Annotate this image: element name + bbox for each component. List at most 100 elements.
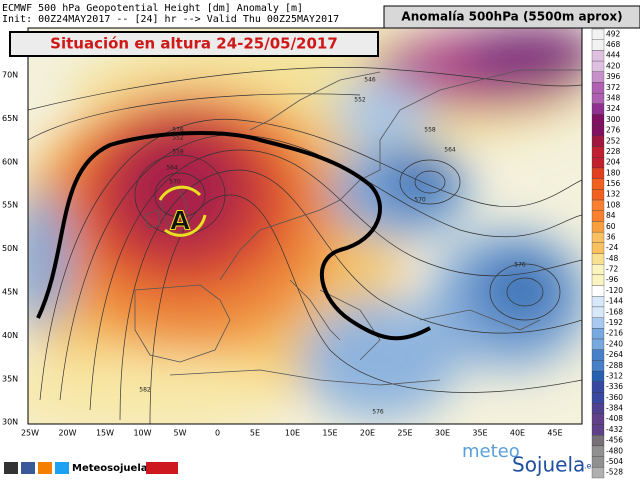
lat-label: 50N xyxy=(2,244,18,253)
colorbar-cell xyxy=(591,125,605,137)
colorbar-cell xyxy=(591,178,605,190)
colorbar-cell xyxy=(591,264,605,276)
colorbar-label: -384 xyxy=(606,404,623,413)
colorbar-cell xyxy=(591,28,605,40)
colorbar-label: -48 xyxy=(606,254,618,263)
colorbar-label: 420 xyxy=(606,61,621,70)
icon xyxy=(4,462,18,474)
lon-label: 10W xyxy=(133,429,151,438)
lat-label: 40N xyxy=(2,331,18,340)
colorbar-cell xyxy=(591,435,605,447)
contour-label: 576 xyxy=(172,127,184,134)
colorbar-cell xyxy=(591,349,605,361)
contour-label: 564 xyxy=(444,147,456,154)
contour-label: 576 xyxy=(514,262,526,269)
colorbar-cell xyxy=(591,242,605,254)
contour-label: 576 xyxy=(372,409,384,416)
lon-label: 15E xyxy=(322,429,337,438)
lon-label: 10E xyxy=(285,429,300,438)
colorbar-label: 324 xyxy=(606,104,621,113)
contour-label: 558 xyxy=(424,127,436,134)
colorbar-label: -360 xyxy=(606,393,623,402)
lon-label: 0 xyxy=(215,429,220,438)
colorbar-cell xyxy=(591,114,605,126)
contour-label: 552 xyxy=(354,97,366,104)
colorbar-cell xyxy=(591,103,605,115)
brand: Sojuela xyxy=(512,453,585,477)
colorbar-label: -240 xyxy=(606,339,623,348)
colorbar-label: 108 xyxy=(606,200,621,209)
ridge-axis xyxy=(36,131,431,341)
header-line: Init: 00Z24MAY2017 -- [24] hr --> Valid … xyxy=(2,14,339,25)
colorbar-cell xyxy=(591,274,605,286)
icon xyxy=(21,462,35,474)
colorbar-label: -264 xyxy=(606,350,623,359)
colorbar-label: 228 xyxy=(606,147,621,156)
lat-label: 45N xyxy=(2,288,18,297)
colorbar-label: 300 xyxy=(606,115,621,124)
colorbar-label: -96 xyxy=(606,275,618,284)
colorbar-label: 84 xyxy=(606,211,616,220)
colorbar-label: 252 xyxy=(606,136,621,145)
legend-title: Anomalía 500hPa (5500m aprox) xyxy=(401,10,622,24)
lat-label: 70N xyxy=(2,71,18,80)
colorbar-cell xyxy=(591,231,605,243)
colorbar-label: 36 xyxy=(606,232,616,241)
lon-label: 5E xyxy=(250,429,260,438)
colorbar-label: 348 xyxy=(606,93,621,102)
lon-label: 40E xyxy=(510,429,525,438)
colorbar-label: -456 xyxy=(606,436,623,445)
colorbar-label: -432 xyxy=(606,425,623,434)
colorbar-cell xyxy=(591,403,605,415)
colorbar-cell xyxy=(591,50,605,62)
contour-label: 546 xyxy=(364,77,376,84)
colorbar-label: -408 xyxy=(606,414,623,423)
colorbar-cell xyxy=(591,253,605,265)
colorbar-cell xyxy=(591,199,605,211)
colorbar-label: 492 xyxy=(606,29,621,38)
circulation-arrows xyxy=(158,185,207,237)
lon-label: 25E xyxy=(397,429,412,438)
map-field xyxy=(28,28,582,424)
contour-label: 564 xyxy=(166,165,178,172)
coastlines xyxy=(134,69,582,386)
icon xyxy=(146,462,178,474)
icon xyxy=(55,462,69,474)
colorbar-label: -24 xyxy=(606,243,618,252)
colorbar-cell xyxy=(591,82,605,94)
title: Situación en altura 24-25/05/2017 xyxy=(50,35,338,53)
colorbar-label: -312 xyxy=(606,371,623,380)
colorbar-label: 60 xyxy=(606,222,616,231)
icon xyxy=(38,462,52,474)
colorbar-label: 132 xyxy=(606,190,621,199)
colorbar-label: 468 xyxy=(606,40,621,49)
colorbar-label: 372 xyxy=(606,83,621,92)
colorbar-cell xyxy=(591,167,605,179)
colorbar-label: 204 xyxy=(606,158,621,167)
brand: meteo xyxy=(462,441,520,462)
lon-label: 35E xyxy=(472,429,487,438)
brand: .es xyxy=(584,462,596,471)
colorbar-cell xyxy=(591,210,605,222)
colorbar-label: -192 xyxy=(606,318,623,327)
high-label: A xyxy=(170,207,190,237)
colorbar-cell xyxy=(591,413,605,425)
contour-label: 570 xyxy=(169,179,181,186)
colorbar-cell xyxy=(591,71,605,83)
colorbar-cell xyxy=(591,157,605,169)
contour-label: 558 xyxy=(172,149,184,156)
colorbar-label: -144 xyxy=(606,297,623,306)
colorbar-cell xyxy=(591,146,605,158)
lat-label: 65N xyxy=(2,114,18,123)
colorbar-cell xyxy=(591,360,605,372)
colorbar-label: -216 xyxy=(606,329,623,338)
lon-label: 5W xyxy=(174,429,187,438)
colorbar-label: -336 xyxy=(606,382,623,391)
header-line: ECMWF 500 hPa Geopotential Height [dm] A… xyxy=(2,3,303,14)
colorbar-label: -72 xyxy=(606,265,618,274)
colorbar-cell xyxy=(591,381,605,393)
lon-label: 20E xyxy=(360,429,375,438)
lat-label: 55N xyxy=(2,201,18,210)
